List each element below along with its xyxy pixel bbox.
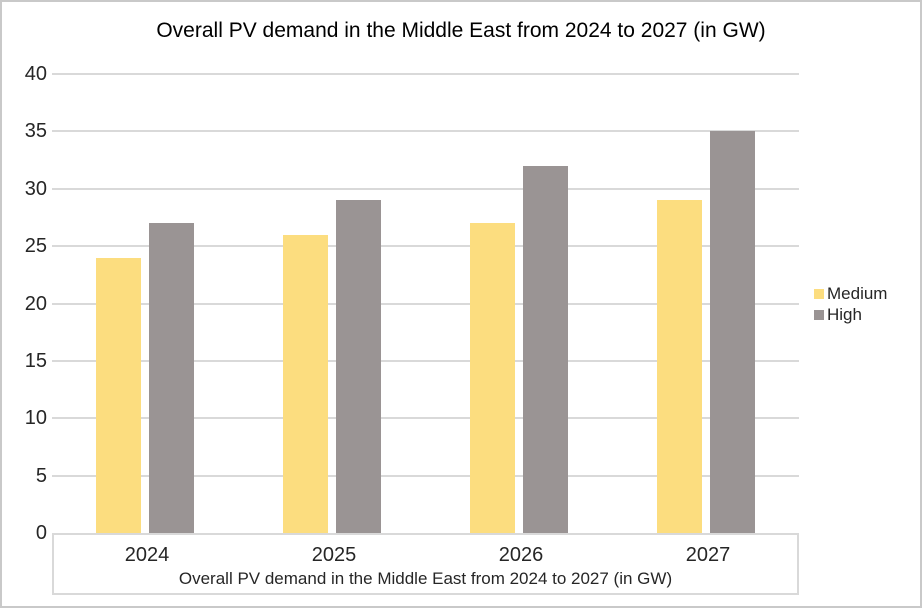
y-tick-label-40: 40 <box>24 63 47 85</box>
bar-medium-2027 <box>657 200 702 533</box>
gridline-20 <box>52 303 799 305</box>
legend-label-medium: Medium <box>827 283 888 303</box>
gridline-25 <box>52 245 799 247</box>
legend-item-medium: Medium <box>814 283 887 304</box>
y-tick-label-20: 20 <box>24 293 47 315</box>
bar-high-2025 <box>336 200 381 533</box>
legend-swatch-medium <box>814 288 824 299</box>
gridline-30 <box>52 188 799 190</box>
x-tick-label-2026: 2026 <box>498 544 544 566</box>
bar-medium-2024 <box>96 258 141 533</box>
x-axis-title: Overall PV demand in the Middle East fro… <box>178 569 673 588</box>
gridline-5 <box>52 475 799 477</box>
x-tick-label-2025: 2025 <box>311 544 357 566</box>
legend: Medium High <box>814 283 887 325</box>
x-tick-label-2024: 2024 <box>124 544 170 566</box>
legend-item-high: High <box>814 304 887 325</box>
y-tick-label-15: 15 <box>24 350 47 372</box>
y-tick-label-25: 25 <box>24 235 47 257</box>
bar-high-2024 <box>149 223 194 533</box>
gridline-35 <box>52 130 799 132</box>
legend-swatch-high <box>814 309 824 320</box>
bar-high-2026 <box>523 166 568 533</box>
bar-medium-2026 <box>470 223 515 533</box>
chart-title: Overall PV demand in the Middle East fro… <box>156 19 766 42</box>
y-tick-label-0: 0 <box>35 522 47 544</box>
x-tick-label-2027: 2027 <box>685 544 731 566</box>
y-tick-label-10: 10 <box>24 407 47 429</box>
gridline-40 <box>52 73 799 75</box>
bar-medium-2025 <box>283 235 328 533</box>
gridline-10 <box>52 417 799 419</box>
x-axis-box: 2024 2025 2026 2027 Overall PV demand in th… <box>52 533 799 595</box>
y-tick-label-30: 30 <box>24 178 47 200</box>
legend-label-high: High <box>827 304 862 324</box>
y-tick-label-35: 35 <box>24 120 47 142</box>
gridline-15 <box>52 360 799 362</box>
bar-high-2027 <box>710 131 755 533</box>
y-tick-label-5: 5 <box>35 465 47 487</box>
